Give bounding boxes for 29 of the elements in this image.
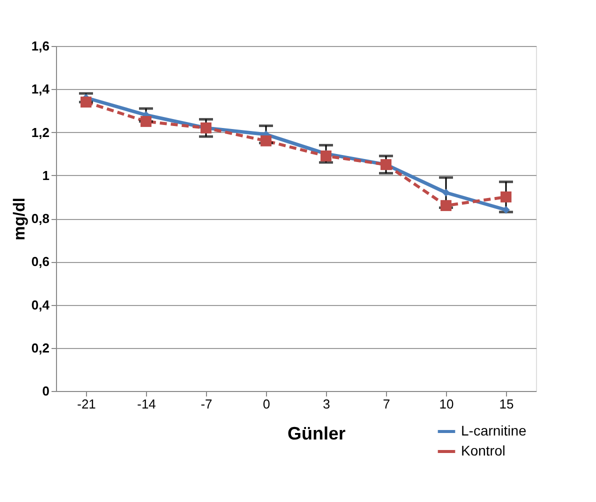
point [500,191,512,202]
x-axis-title: Günler [287,424,346,444]
point [440,200,452,212]
y-tick-label: 0,4 [31,297,50,312]
y-axis-title: mg/dl [11,198,28,240]
point [80,96,92,108]
x-tick-label: 10 [439,396,454,412]
legend-label: Kontrol [461,442,506,458]
point [260,135,272,146]
y-tick-label: 1 [42,168,50,183]
point [140,116,152,127]
y-tick-label: 0,2 [31,340,50,356]
y-tick-label: 0,6 [31,254,50,270]
x-tick-label: -14 [137,396,156,412]
point [320,150,332,162]
x-tick-label: -21 [77,396,96,412]
x-tick-label: 15 [499,396,514,412]
y-tick-label: 1,6 [31,38,50,54]
legend-label: L-carnitine [461,422,527,438]
y-tick-label: 1,4 [31,82,50,97]
x-tick-label: 7 [382,396,390,412]
x-tick-label: 0 [262,396,270,412]
y-tick-label: 0,8 [31,211,50,226]
y-tick-label: 1,2 [31,124,50,140]
point [442,188,450,196]
point [502,206,510,214]
x-tick-label: -7 [200,396,212,412]
x-tick-label: 3 [322,396,330,412]
y-tick-label: 0 [42,384,50,398]
